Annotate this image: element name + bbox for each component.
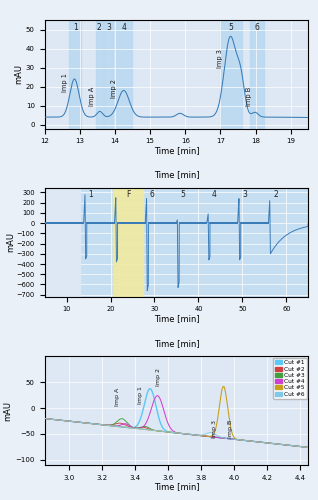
Bar	[45, 188, 80, 297]
Bar	[104, 20, 113, 128]
Text: Imp 2: Imp 2	[111, 79, 117, 98]
Text: Time [min]: Time [min]	[154, 170, 199, 179]
Text: 2: 2	[97, 23, 101, 32]
Text: 3: 3	[242, 190, 247, 200]
Text: Imp A: Imp A	[114, 388, 120, 406]
Text: 6: 6	[255, 23, 260, 32]
Text: Imp B: Imp B	[246, 86, 252, 106]
Text: Imp A: Imp A	[89, 86, 95, 106]
Text: 4: 4	[121, 23, 126, 32]
X-axis label: Time [min]: Time [min]	[154, 482, 199, 491]
Bar	[115, 20, 133, 128]
Text: 1: 1	[88, 190, 93, 200]
Text: 5: 5	[229, 23, 233, 32]
Text: Imp B: Imp B	[228, 420, 233, 438]
Text: Imp 3: Imp 3	[218, 48, 224, 68]
Text: 5: 5	[181, 190, 185, 200]
Text: Imp 3: Imp 3	[212, 420, 217, 438]
Text: 4: 4	[211, 190, 216, 200]
Legend: Cut #1, Cut #2, Cut #3, Cut #4, Cut #5, Cut #6: Cut #1, Cut #2, Cut #3, Cut #4, Cut #5, …	[273, 358, 307, 399]
Text: 1: 1	[73, 23, 78, 32]
X-axis label: Time [min]: Time [min]	[154, 146, 199, 154]
Text: Imp 1: Imp 1	[62, 74, 68, 92]
Text: 3: 3	[106, 23, 111, 32]
Text: Imp 2: Imp 2	[156, 368, 161, 386]
X-axis label: Time [min]: Time [min]	[154, 314, 199, 323]
Text: 2: 2	[273, 190, 278, 200]
Bar	[80, 188, 308, 297]
Y-axis label: mAU: mAU	[6, 232, 15, 252]
Bar	[220, 20, 242, 128]
Y-axis label: mAU: mAU	[3, 400, 13, 420]
Text: Imp 1: Imp 1	[138, 386, 143, 404]
Bar	[113, 188, 143, 297]
Text: Time [min]: Time [min]	[154, 339, 199, 348]
Bar	[69, 20, 81, 128]
Bar	[250, 20, 265, 128]
Y-axis label: mAU: mAU	[14, 64, 23, 84]
Text: 6: 6	[150, 190, 155, 200]
Bar	[95, 20, 103, 128]
Text: F: F	[126, 190, 130, 200]
